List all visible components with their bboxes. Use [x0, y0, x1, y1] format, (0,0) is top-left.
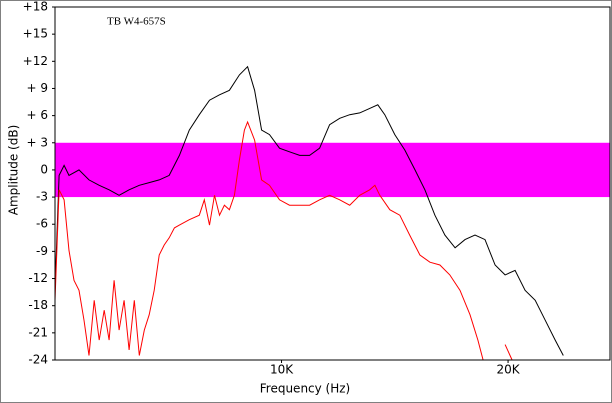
- x-tick-label: 10K: [270, 363, 294, 377]
- series-line: [54, 120, 513, 361]
- y-tick-label: -3: [36, 190, 48, 204]
- y-tick-label: -24: [28, 353, 48, 367]
- x-axis-label: Frequency (Hz): [260, 382, 351, 396]
- plot-frame: [54, 6, 611, 361]
- y-tick-label: + 9: [26, 81, 48, 95]
- y-tick-label: -9: [36, 244, 48, 258]
- y-tick-label: -21: [28, 325, 48, 339]
- x-tick-label: 20K: [496, 363, 520, 377]
- series-line: [54, 65, 564, 356]
- y-tick-label: +15: [23, 27, 48, 41]
- y-tick-label: -18: [28, 298, 48, 312]
- y-tick-label: +18: [23, 0, 48, 14]
- y-tick-label: +12: [23, 54, 48, 68]
- reference-band: [55, 142, 610, 198]
- y-tick-label: -6: [36, 217, 48, 231]
- y-tick-label: + 6: [26, 108, 48, 122]
- y-tick-label: 0: [40, 162, 48, 176]
- y-tick-label: + 3: [26, 135, 48, 149]
- plot-area: [54, 6, 611, 361]
- annotation: TB W4-657S: [107, 16, 166, 28]
- y-tick-label: -12: [28, 271, 48, 285]
- y-axis-label: Amplitude (dB): [7, 125, 21, 216]
